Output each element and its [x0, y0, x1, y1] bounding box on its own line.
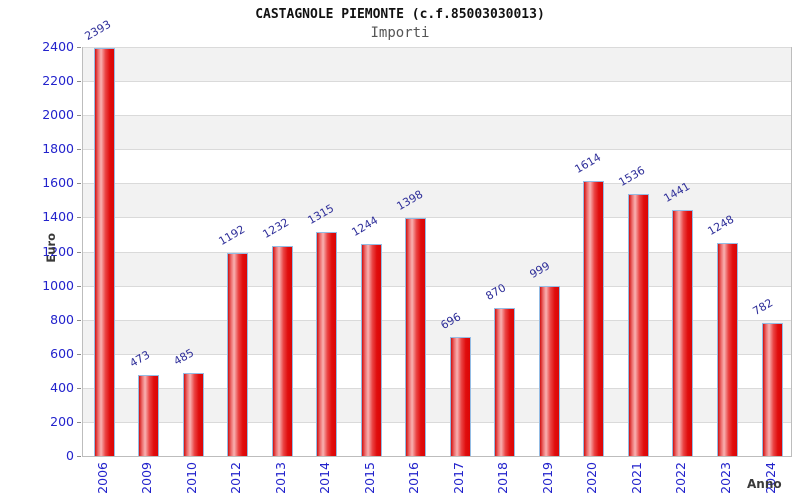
x-tick-label: 2023 — [717, 462, 733, 494]
x-tick-label: 2010 — [183, 462, 199, 494]
y-tick-mark — [77, 183, 81, 185]
bar — [672, 210, 694, 456]
y-tick-label: 1000 — [42, 277, 74, 293]
grid-band — [83, 81, 791, 116]
x-tick-label: 2013 — [272, 462, 288, 494]
x-tick-label: 2019 — [539, 462, 555, 494]
grid-band — [83, 47, 791, 82]
bar — [583, 180, 605, 456]
y-tick-label: 2200 — [42, 73, 74, 89]
y-tick-mark — [77, 353, 81, 355]
x-tick-label: 2017 — [450, 462, 466, 494]
bar — [138, 375, 160, 456]
y-tick-label: 2400 — [42, 39, 74, 54]
x-tick-label: 2014 — [317, 462, 333, 494]
y-tick-label: 0 — [66, 448, 74, 463]
grid-band — [83, 149, 791, 184]
y-tick-mark — [77, 217, 81, 219]
y-tick-label: 1200 — [42, 243, 74, 259]
bar — [271, 246, 293, 456]
bar — [716, 243, 738, 456]
x-tick-label: 2018 — [495, 462, 511, 494]
x-tick-label: 2021 — [628, 462, 644, 494]
x-tick-label: 2022 — [673, 462, 689, 494]
bar — [761, 322, 783, 456]
bar — [494, 307, 516, 456]
bar — [93, 48, 115, 456]
bar — [360, 244, 382, 456]
x-tick-label: 2015 — [361, 462, 377, 494]
y-tick-mark — [77, 149, 81, 151]
bar — [182, 373, 204, 456]
y-tick-mark — [77, 47, 81, 48]
y-tick-mark — [77, 456, 81, 457]
x-axis-title: Anno — [747, 477, 782, 491]
y-tick-mark — [77, 421, 81, 423]
bar — [449, 337, 471, 456]
x-tick-label: 2012 — [228, 462, 244, 494]
y-tick-label: 2000 — [42, 107, 74, 123]
y-tick-label: 1600 — [42, 175, 74, 191]
bar — [405, 217, 427, 456]
y-tick-label: 1800 — [42, 141, 74, 157]
x-tick-label: 2006 — [94, 462, 110, 494]
chart-title: CASTAGNOLE PIEMONTE (c.f.85003030013) — [255, 7, 545, 22]
x-tick-label: 2016 — [406, 462, 422, 494]
y-tick-mark — [77, 387, 81, 389]
chart-subtitle: Importi — [370, 25, 430, 41]
y-tick-mark — [77, 285, 81, 287]
grid-band — [83, 115, 791, 150]
y-tick-label: 1400 — [42, 209, 74, 225]
bar — [538, 285, 560, 456]
y-axis-title: Euro — [44, 233, 58, 263]
y-tick-label: 600 — [50, 345, 74, 361]
x-tick-label: 2009 — [139, 462, 155, 494]
y-tick-label: 800 — [50, 311, 74, 327]
y-tick-mark — [77, 251, 81, 253]
y-tick-mark — [77, 81, 81, 83]
bar — [627, 194, 649, 456]
plot-area: 2393 473 485 1192 1232 1315 1244 1398 696 870 999 1… — [82, 18, 792, 457]
x-tick-label: 2020 — [584, 462, 600, 494]
y-tick-label: 200 — [50, 413, 74, 429]
y-tick-mark — [77, 115, 81, 117]
y-tick-mark — [77, 319, 81, 321]
bar — [316, 231, 338, 456]
y-tick-label: 400 — [50, 379, 74, 395]
bar — [227, 252, 249, 456]
